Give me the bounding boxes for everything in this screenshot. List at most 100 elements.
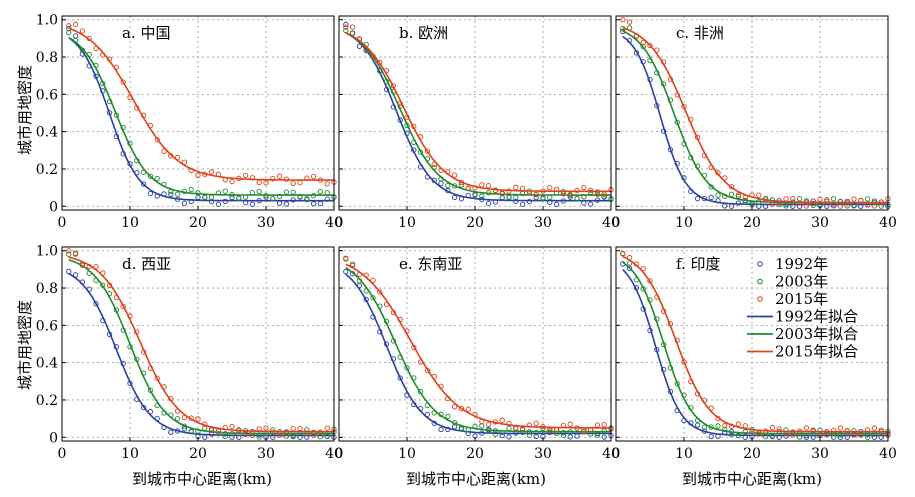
data-point xyxy=(581,428,587,435)
series-points-3 xyxy=(620,17,891,209)
data-point xyxy=(317,189,324,195)
data-point xyxy=(485,200,492,206)
data-point xyxy=(283,201,290,207)
data-point xyxy=(310,173,317,180)
data-point xyxy=(708,194,714,201)
data-point xyxy=(485,421,492,428)
data-point xyxy=(397,375,403,381)
data-point xyxy=(694,196,701,202)
fit-line-2 xyxy=(68,36,334,196)
data-point xyxy=(574,196,580,202)
data-point xyxy=(256,179,262,186)
data-point xyxy=(844,428,850,434)
data-point xyxy=(445,183,451,189)
legend-marker xyxy=(757,261,763,267)
data-point xyxy=(154,175,160,182)
x-tick-label: 30 xyxy=(811,215,829,231)
data-point xyxy=(830,203,837,209)
data-point xyxy=(756,192,762,198)
y-tick-label: 0 xyxy=(49,199,58,215)
x-tick-label: 20 xyxy=(189,215,207,231)
panel-title: f. 印度 xyxy=(676,255,721,273)
data-point xyxy=(256,189,262,195)
data-point xyxy=(445,413,451,419)
data-point xyxy=(864,434,871,440)
series-points-3 xyxy=(66,21,337,187)
data-point xyxy=(72,33,79,39)
data-point xyxy=(249,189,256,196)
data-point xyxy=(168,191,174,198)
fit-line-2 xyxy=(622,261,888,435)
y-tick-label: 0.4 xyxy=(36,356,58,372)
data-point xyxy=(208,194,215,200)
data-point xyxy=(465,406,471,412)
panel-5: 0 10 20 30 40 e. 东南亚 xyxy=(335,246,620,462)
data-point xyxy=(154,137,160,143)
x-tick-label: 40 xyxy=(879,446,897,462)
fit-line-1 xyxy=(622,35,888,206)
data-point xyxy=(168,429,174,435)
data-point xyxy=(343,24,349,30)
data-point xyxy=(451,172,458,178)
data-point xyxy=(370,277,376,284)
data-point xyxy=(735,200,742,206)
legend-item: 2003年 xyxy=(757,273,828,291)
data-point xyxy=(694,422,701,428)
series-points-1 xyxy=(343,268,614,440)
data-point xyxy=(310,201,317,207)
data-point xyxy=(567,434,573,440)
data-point xyxy=(222,188,228,194)
data-point xyxy=(824,432,830,438)
data-point xyxy=(349,24,356,30)
grid xyxy=(616,16,888,210)
data-point xyxy=(317,200,324,207)
data-point xyxy=(249,201,256,207)
data-point xyxy=(215,430,222,437)
x-axis-label-2: 到城市中心距离(km) xyxy=(406,470,546,488)
data-point xyxy=(93,301,99,307)
data-point xyxy=(701,424,708,430)
data-point xyxy=(79,28,86,34)
y-tick-label: 0.4 xyxy=(36,125,58,141)
legend-label: 2003年 xyxy=(775,273,828,291)
data-point xyxy=(626,19,633,25)
data-point xyxy=(485,183,492,189)
data-point xyxy=(728,191,735,198)
data-point xyxy=(519,429,526,435)
data-point xyxy=(837,425,844,431)
x-tick-label: 40 xyxy=(325,446,343,462)
data-point xyxy=(513,426,519,432)
data-point xyxy=(553,201,560,207)
y-tick-label: 0 xyxy=(49,430,58,446)
panel-title: c. 非洲 xyxy=(676,24,724,42)
data-point xyxy=(140,181,147,187)
data-point xyxy=(871,203,878,209)
data-point xyxy=(742,429,748,435)
data-point xyxy=(276,200,283,206)
x-tick-label: 10 xyxy=(121,215,139,231)
x-tick-label: 10 xyxy=(398,446,416,462)
data-point xyxy=(242,172,249,179)
data-point xyxy=(188,429,194,435)
data-point xyxy=(66,29,72,36)
fit-line-3 xyxy=(68,256,334,433)
data-point xyxy=(229,423,235,430)
data-point xyxy=(290,189,296,195)
data-point xyxy=(574,433,580,439)
data-point xyxy=(236,195,242,202)
x-tick-label: 40 xyxy=(325,215,343,231)
y-tick-label: 0.8 xyxy=(36,281,58,297)
data-point xyxy=(120,79,126,85)
fit-line-3 xyxy=(68,27,334,181)
data-point xyxy=(601,422,607,428)
data-point xyxy=(208,427,215,433)
x-tick-label: 20 xyxy=(466,446,484,462)
data-point xyxy=(181,426,188,432)
fit-line-1 xyxy=(68,37,334,202)
y-tick-label: 0.8 xyxy=(36,50,58,66)
series-points-1 xyxy=(343,21,614,207)
data-point xyxy=(762,433,769,440)
